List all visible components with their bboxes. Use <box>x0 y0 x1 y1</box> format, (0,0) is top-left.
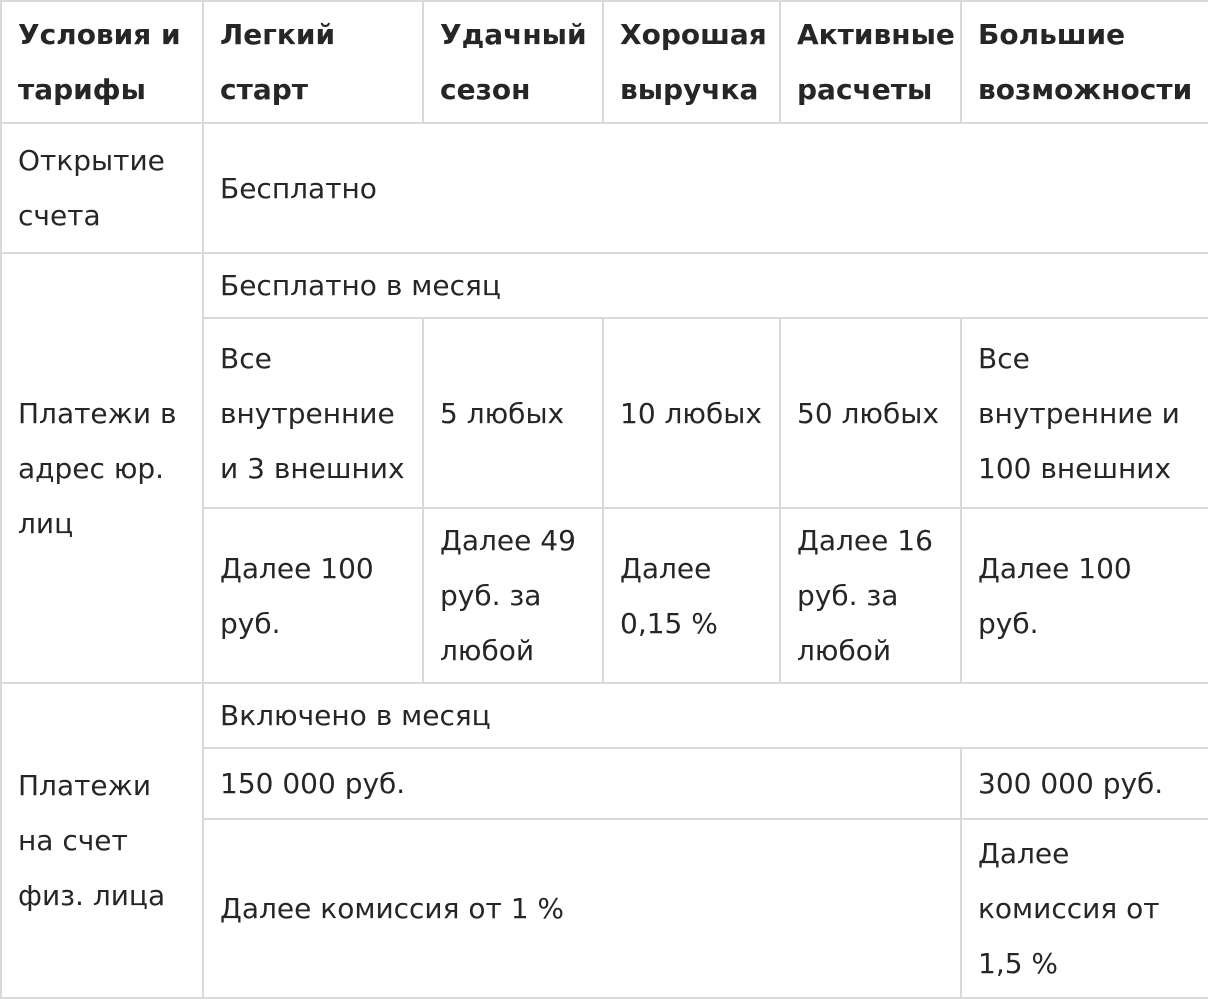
individual-payments-included-row: Платежи на счет физ. лица Включено в мес… <box>0 682 1208 999</box>
individual-payments-overage-row: Далее комиссия от 1 % Далее комиссия от … <box>1 818 1208 999</box>
plan-header-legkiy-start: Легкий старт <box>202 0 424 124</box>
legal-included-bolshie-vozmozhnosti: Все внутренние и 100 внешних <box>960 317 1208 509</box>
legal-included-udachny-sezon: 5 любых <box>422 317 604 509</box>
individual-payments-limit-row: 150 000 руб. 300 000 руб. <box>1 747 1208 820</box>
legal-overage-udachny-sezon: Далее 49 руб. за любой <box>422 507 604 684</box>
legal-payments-overage-row: Далее 100 руб. Далее 49 руб. за любой Да… <box>1 507 1208 684</box>
legal-overage-legkiy-start: Далее 100 руб. <box>202 507 424 684</box>
legal-overage-bolshie-vozmozhnosti: Далее 100 руб. <box>960 507 1208 684</box>
header-row: Условия и тарифы Легкий старт Удачный се… <box>0 0 1208 124</box>
individual-limit-top: 300 000 руб. <box>960 747 1208 820</box>
individual-limit-standard: 150 000 руб. <box>202 747 962 820</box>
corner-header: Условия и тарифы <box>0 0 204 124</box>
individual-overage-top: Далее комиссия от 1,5 % <box>960 818 1208 999</box>
legal-payments-free-row: Платежи в адрес юр. лиц Бесплатно в меся… <box>0 252 1208 684</box>
legal-included-legkiy-start: Все внутренние и 3 внешних <box>202 317 424 509</box>
legal-included-khoroshaya-vyruchka: 10 любых <box>602 317 781 509</box>
legal-included-aktivnye-raschety: 50 любых <box>779 317 962 509</box>
legal-overage-khoroshaya-vyruchka: Далее 0,15 % <box>602 507 781 684</box>
plan-header-aktivnye-raschety: Активные расчеты <box>779 0 962 124</box>
plan-header-bolshie-vozmozhnosti: Большие возможности <box>960 0 1208 124</box>
account-opening-value: Бесплатно <box>202 122 1208 254</box>
individual-included-monthly: Включено в месяц <box>202 682 1208 749</box>
account-opening-row: Открытие счета Бесплатно <box>0 122 1208 254</box>
legal-payments-free-monthly: Бесплатно в месяц <box>202 252 1208 319</box>
legal-payments-label: Платежи в адрес юр. лиц <box>0 252 204 684</box>
individual-payments-label: Платежи на счет физ. лица <box>0 682 204 999</box>
plan-header-khoroshaya-vyruchka: Хорошая выручка <box>602 0 781 124</box>
legal-payments-included-row: Все внутренние и 3 внешних 5 любых 10 лю… <box>1 317 1208 509</box>
legal-overage-aktivnye-raschety: Далее 16 руб. за любой <box>779 507 962 684</box>
individual-overage-standard: Далее комиссия от 1 % <box>202 818 962 999</box>
account-opening-label: Открытие счета <box>0 122 204 254</box>
plan-header-udachny-sezon: Удачный сезон <box>422 0 604 124</box>
